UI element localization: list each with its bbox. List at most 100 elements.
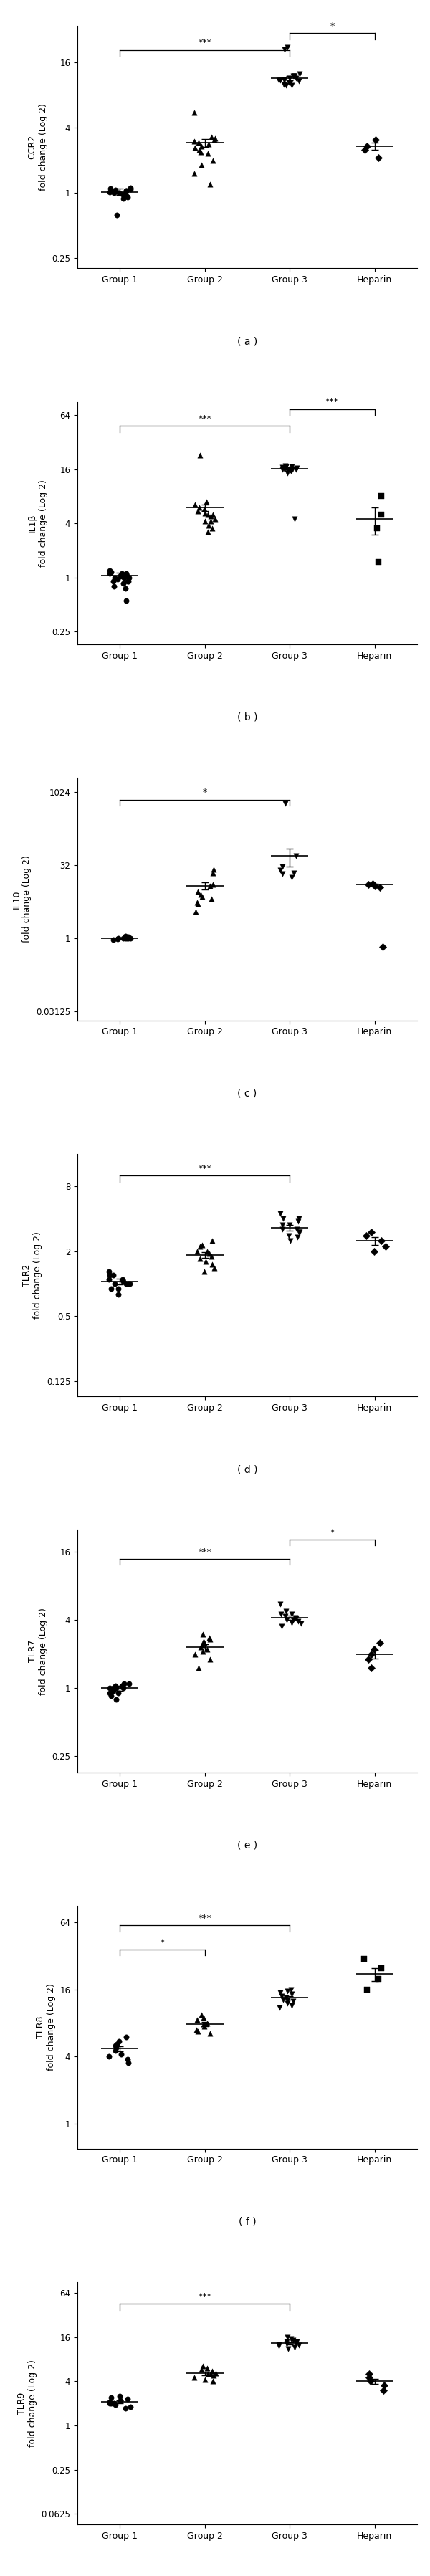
Text: ( a ): ( a ) — [237, 337, 258, 345]
Point — [197, 1239, 203, 1280]
Text: ***: *** — [198, 1164, 212, 1172]
Point — [200, 1996, 207, 2038]
Point — [295, 59, 302, 100]
Point — [110, 562, 117, 603]
Point — [208, 116, 215, 157]
Point — [204, 1231, 211, 1273]
Point — [286, 62, 292, 103]
Point — [196, 487, 203, 528]
Point — [200, 2004, 207, 2045]
Point — [194, 881, 200, 922]
Point — [191, 152, 198, 193]
Point — [110, 1667, 117, 1708]
Point — [125, 556, 132, 598]
Point — [276, 2326, 283, 2367]
Point — [115, 1672, 122, 1713]
Point — [123, 2017, 130, 2058]
Point — [207, 2354, 214, 2396]
Point — [287, 1221, 294, 1262]
Point — [375, 137, 382, 178]
Point — [106, 170, 113, 211]
Point — [190, 93, 197, 134]
Point — [119, 1664, 126, 1705]
Point — [111, 173, 117, 214]
Point — [209, 495, 216, 536]
Point — [106, 1252, 113, 1293]
Point — [199, 1625, 206, 1667]
Point — [126, 1664, 132, 1705]
Point — [365, 1638, 372, 1680]
Point — [192, 1633, 199, 1674]
Y-axis label: TLR7
fold change (Log 2): TLR7 fold change (Log 2) — [28, 1607, 48, 1695]
Point — [282, 446, 289, 487]
Point — [286, 451, 293, 492]
Point — [284, 453, 291, 495]
Point — [125, 562, 132, 603]
Point — [208, 1236, 215, 1278]
Point — [285, 1216, 292, 1257]
Point — [108, 2383, 114, 2424]
Point — [283, 2321, 290, 2362]
Point — [107, 2383, 114, 2424]
Point — [279, 448, 286, 489]
Point — [284, 451, 291, 492]
Point — [204, 495, 211, 536]
Point — [289, 64, 295, 106]
Point — [380, 2370, 387, 2411]
Point — [198, 1994, 205, 2035]
Point — [372, 866, 378, 907]
Point — [121, 556, 128, 598]
Point — [286, 62, 293, 103]
Point — [113, 2022, 120, 2063]
Point — [200, 1620, 207, 1662]
Point — [292, 497, 298, 538]
Point — [192, 891, 199, 933]
Point — [286, 57, 293, 98]
Point — [284, 26, 291, 67]
Text: *: * — [330, 21, 335, 31]
Point — [106, 1667, 113, 1708]
Point — [211, 497, 218, 538]
Point — [120, 178, 126, 219]
Point — [107, 167, 114, 209]
Point — [110, 920, 117, 961]
Point — [114, 559, 121, 600]
Point — [287, 1968, 294, 2009]
Point — [194, 1999, 200, 2040]
Point — [207, 165, 214, 206]
Point — [207, 1638, 214, 1680]
Point — [197, 873, 204, 914]
Point — [127, 917, 134, 958]
Point — [283, 446, 289, 487]
Point — [382, 1226, 389, 1267]
Point — [194, 1231, 200, 1273]
Point — [199, 1613, 206, 1654]
Point — [209, 139, 216, 180]
Point — [122, 917, 129, 958]
Point — [201, 2360, 208, 2401]
Point — [276, 1986, 283, 2027]
Point — [205, 2354, 212, 2396]
Point — [110, 1669, 117, 1710]
Point — [295, 1200, 302, 1242]
Point — [123, 170, 129, 211]
Point — [277, 850, 284, 891]
Point — [118, 554, 125, 595]
Point — [198, 126, 205, 167]
Point — [199, 1224, 206, 1265]
Point — [277, 1584, 284, 1625]
Point — [279, 446, 286, 487]
Point — [205, 505, 212, 546]
Y-axis label: CCR2
fold change (Log 2): CCR2 fold change (Log 2) — [28, 103, 48, 191]
Point — [113, 2027, 120, 2069]
Point — [125, 2043, 132, 2084]
Point — [207, 500, 214, 541]
Point — [286, 448, 293, 489]
Point — [210, 848, 217, 889]
Point — [123, 1262, 129, 1303]
Point — [204, 134, 211, 175]
Point — [284, 1981, 291, 2022]
Point — [123, 917, 130, 958]
Point — [209, 863, 216, 904]
Point — [112, 1664, 119, 1705]
